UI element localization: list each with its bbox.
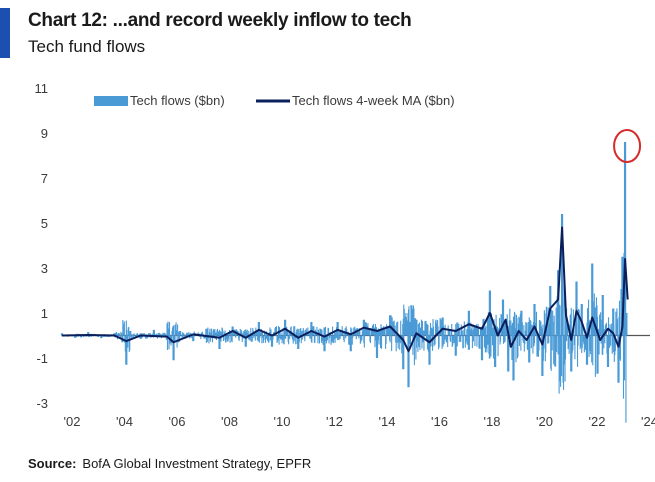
x-tick-label: '06 — [169, 414, 186, 429]
series-tech-flows-4wk-ma — [61, 226, 629, 353]
y-tick-label: 3 — [41, 261, 48, 276]
chart-title: Chart 12: ...and record weekly inflow to… — [28, 10, 412, 31]
y-tick-label: 9 — [41, 126, 48, 141]
series-tech-flows — [60, 142, 628, 423]
legend-swatch-tech-flows — [94, 96, 128, 106]
y-tick-label: 7 — [41, 171, 48, 186]
x-tick-label: '04 — [116, 414, 133, 429]
x-tick-label: '16 — [431, 414, 448, 429]
source-label: Source: — [28, 456, 77, 471]
chart-legend: Tech flows ($bn) Tech flows 4-week MA ($b… — [94, 93, 455, 108]
legend-label-tech-flows-ma: Tech flows 4-week MA ($bn) — [292, 93, 455, 108]
x-tick-label: '24 — [641, 414, 655, 429]
y-tick-label: 11 — [35, 81, 49, 96]
x-tick-label: '20 — [536, 414, 553, 429]
x-tick-label: '18 — [484, 414, 501, 429]
y-axis: -3 -1 1 3 5 7 9 11 — [35, 81, 49, 411]
x-tick-label: '10 — [274, 414, 291, 429]
highlight-circle — [613, 129, 642, 163]
legend-label-tech-flows: Tech flows ($bn) — [130, 93, 225, 108]
chart-subtitle: Tech fund flows — [28, 37, 146, 56]
y-tick-label: 5 — [41, 216, 48, 231]
source-note: Source: BofA Global Investment Strategy, … — [28, 456, 311, 471]
y-tick-label: -3 — [36, 396, 48, 411]
y-tick-label: 1 — [41, 306, 48, 321]
x-tick-label: '02 — [64, 414, 81, 429]
x-tick-label: '12 — [326, 414, 343, 429]
x-tick-label: '22 — [589, 414, 606, 429]
source-text: BofA Global Investment Strategy, EPFR — [82, 456, 312, 471]
x-tick-label: '08 — [221, 414, 238, 429]
title-accent-bar — [0, 8, 10, 58]
ma-line — [61, 226, 629, 353]
annotation-layer — [613, 129, 642, 163]
y-tick-label: -1 — [36, 351, 48, 366]
x-tick-label: '14 — [379, 414, 396, 429]
